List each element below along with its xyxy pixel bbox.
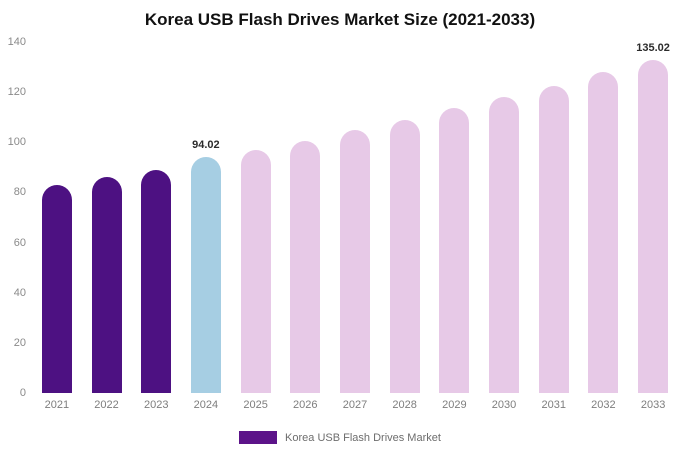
bar-2032: [588, 72, 619, 393]
bar-column: [579, 42, 629, 393]
bar-2024: [190, 157, 221, 393]
bar-2027: [339, 129, 370, 393]
x-tick-label: 2029: [442, 399, 467, 411]
bar-2026: [290, 141, 321, 393]
y-tick-label: 40: [13, 286, 26, 299]
bar-column: [380, 42, 430, 393]
bar-column: 94.02: [181, 42, 231, 393]
legend-label: Korea USB Flash Drives Market: [285, 431, 441, 444]
y-tick-label: 100: [7, 136, 26, 149]
bar-2033: [638, 60, 669, 393]
x-axis: 2021 2022 2023 2024 2025 2026 2027 2028 2029 2030…: [32, 399, 678, 411]
bar-column: [479, 42, 529, 393]
y-tick-label: 80: [13, 186, 26, 199]
bar-2025: [240, 149, 271, 393]
x-tick-label: 2030: [491, 399, 517, 411]
bar-2030: [489, 97, 520, 393]
bar-column: [529, 42, 579, 393]
bar-value-label: 94.02: [192, 139, 220, 152]
y-tick-label: 140: [7, 36, 26, 48]
x-tick-label: 2031: [541, 399, 566, 411]
legend: Korea USB Flash Drives Market: [0, 431, 680, 444]
bar-value-label: 135.02: [636, 42, 670, 54]
bar-2028: [389, 119, 420, 393]
bar-column: 135.02: [628, 42, 678, 393]
x-tick-label: 2033: [640, 399, 666, 411]
bar-2029: [439, 108, 470, 393]
y-tick-label: 120: [7, 86, 26, 99]
x-tick-label: 2024: [193, 399, 219, 411]
bar-2022: [91, 177, 122, 393]
chart-title: Korea USB Flash Drives Market Size (2021…: [144, 10, 536, 29]
x-tick-label: 2025: [243, 399, 268, 411]
bar-column: [430, 42, 480, 393]
bar-column: [131, 42, 181, 393]
x-tick-label: 2028: [392, 399, 417, 411]
x-tick-label: 2021: [44, 399, 70, 411]
y-tick-label: 60: [13, 236, 26, 249]
bar-column: [82, 42, 132, 393]
x-tick-label: 2023: [143, 399, 169, 411]
bar-2031: [538, 85, 569, 393]
x-tick-label: 2022: [94, 399, 119, 411]
bar-column: [330, 42, 380, 393]
x-tick-label: 2026: [293, 399, 318, 411]
y-tick-label: 0: [19, 387, 26, 399]
y-tick-label: 20: [13, 336, 26, 349]
bar-2023: [141, 169, 172, 393]
legend-swatch: [239, 431, 278, 444]
bar-column: [280, 42, 330, 393]
x-tick-label: 2032: [591, 399, 616, 411]
plot-area: 94.02 135.02: [32, 42, 678, 393]
x-tick-label: 2027: [342, 399, 368, 411]
bar-2021: [41, 184, 72, 393]
y-axis: 0 20 40 60 80 100 120 140: [0, 36, 28, 399]
bar-column: [32, 42, 82, 393]
bar-column: [231, 42, 281, 393]
